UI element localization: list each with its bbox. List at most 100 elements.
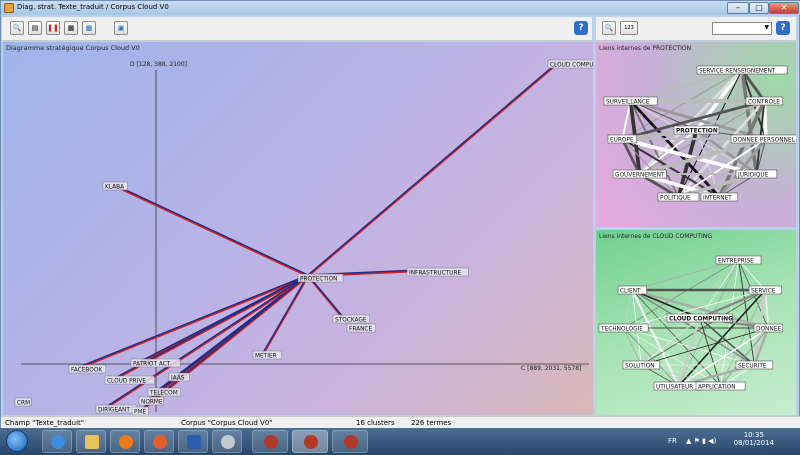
cloud-link-10 bbox=[623, 289, 633, 329]
title-bar[interactable]: Diag. strat. Texte_traduit / Corpus Clou… bbox=[1, 1, 800, 15]
cloud-node-cloud-computing[interactable]: CLOUD COMPUTING bbox=[666, 313, 733, 323]
cloud-node-technologie[interactable]: TECHNOLOGIE bbox=[598, 323, 649, 332]
protection-links-panel[interactable]: Liens internes de PROTECTION SERVICE REN… bbox=[596, 42, 796, 227]
pause-button[interactable]: ❚❚ bbox=[46, 21, 60, 35]
link-protection-pme bbox=[141, 274, 309, 410]
protection-node-surveillance[interactable]: SURVEILLANCE bbox=[603, 96, 658, 105]
node-box bbox=[696, 65, 788, 75]
protection-node-internet[interactable]: INTERNET bbox=[700, 192, 739, 201]
node-box bbox=[346, 323, 376, 333]
side-help-button[interactable]: ? bbox=[776, 21, 790, 35]
counter-button[interactable]: 123 bbox=[620, 21, 638, 35]
cloud-node-entreprise[interactable]: ENTREPRISE bbox=[715, 255, 762, 264]
node-box bbox=[138, 396, 164, 406]
node-box bbox=[617, 285, 647, 295]
node-label: CLIENT bbox=[620, 288, 641, 294]
node-norme[interactable]: NORME bbox=[138, 396, 164, 406]
cloud-link-0 bbox=[632, 259, 739, 291]
cloud-network-svg: Liens internes de CLOUD COMPUTING ENTREP… bbox=[598, 233, 783, 390]
zoom-button[interactable]: 🔍 bbox=[10, 21, 24, 35]
tray-icons[interactable]: ▲ ⚑ ▮ ◀) bbox=[686, 437, 717, 445]
node-label: SERVICE bbox=[751, 288, 776, 294]
side-zoom-button[interactable]: 🔍 bbox=[602, 21, 616, 35]
cloud-node-utilisateur[interactable]: UTILISATEUR bbox=[653, 381, 704, 390]
node-label: CLOUD COMPUT bbox=[550, 62, 593, 68]
node-klaba[interactable]: KLABA bbox=[102, 181, 128, 190]
link-protection-pme-highlight bbox=[141, 275, 309, 411]
node-telecom[interactable]: TELECOM bbox=[147, 387, 181, 396]
node-label: IAAS bbox=[171, 375, 185, 381]
node-box bbox=[622, 360, 661, 370]
protection-node-europe[interactable]: EUROPE bbox=[607, 134, 637, 143]
protection-node-controle[interactable]: CONTROLE bbox=[745, 96, 784, 105]
app-taskbar-icon-2[interactable] bbox=[292, 430, 328, 453]
cloud-link-5 bbox=[641, 259, 739, 366]
node-box bbox=[168, 372, 190, 382]
node-metier[interactable]: METIER bbox=[252, 350, 282, 359]
cloud-node-securite[interactable]: SECURITE bbox=[735, 360, 774, 369]
node-iaas[interactable]: IAAS bbox=[168, 372, 190, 382]
minimize-button[interactable]: – bbox=[727, 2, 749, 14]
node-box bbox=[130, 358, 181, 368]
node-label: DONNEE PERSONNEL bbox=[733, 137, 796, 143]
node-pme[interactable]: PME bbox=[131, 406, 149, 415]
protection-link-11 bbox=[621, 100, 632, 140]
node-patriot-act[interactable]: PATRIOT ACT bbox=[130, 358, 181, 368]
search-taskbar-icon[interactable] bbox=[212, 430, 242, 453]
protection-node-juridique[interactable]: JURIDIQUE bbox=[735, 169, 778, 178]
node-cloud-computing[interactable]: CLOUD COMPUT bbox=[547, 59, 593, 69]
close-button[interactable]: ✕ bbox=[769, 2, 799, 14]
node-facebook[interactable]: FACEBOOK bbox=[68, 364, 106, 373]
app-window: Diag. strat. Texte_traduit / Corpus Clou… bbox=[0, 0, 800, 429]
language-indicator[interactable]: FR bbox=[668, 437, 677, 445]
node-box bbox=[666, 313, 733, 323]
cloud-links-panel[interactable]: Liens internes de CLOUD COMPUTING ENTREP… bbox=[596, 230, 796, 415]
camera-button[interactable]: ▣ bbox=[114, 21, 128, 35]
node-cloud-prive[interactable]: CLOUD PRIVE bbox=[104, 375, 155, 384]
node-label: PROTECTION bbox=[676, 128, 718, 134]
start-button[interactable] bbox=[6, 430, 28, 452]
strategic-diagram[interactable]: Diagramme stratégique Corpus Cloud V0 D … bbox=[3, 42, 593, 415]
node-infrastructure[interactable]: INFRASTRUCTURE bbox=[406, 267, 469, 276]
app-taskbar-icon-3[interactable] bbox=[332, 430, 368, 453]
help-button[interactable]: ? bbox=[574, 21, 588, 35]
node-protection[interactable]: PROTECTION bbox=[297, 273, 344, 282]
cloud-node-service[interactable]: SERVICE bbox=[748, 285, 782, 294]
cloud-node-client[interactable]: CLIENT bbox=[617, 285, 647, 295]
layers-button[interactable]: ▤ bbox=[28, 21, 42, 35]
clock[interactable]: 10:35 08/01/2014 bbox=[734, 431, 774, 447]
word-taskbar-icon[interactable] bbox=[178, 430, 208, 453]
term-dropdown[interactable]: ▼ bbox=[712, 22, 772, 35]
firefox-taskbar-icon[interactable] bbox=[144, 430, 174, 453]
node-label: FACEBOOK bbox=[71, 367, 102, 373]
protection-node-politique[interactable]: POLITIQUE bbox=[657, 192, 700, 201]
chart-button[interactable]: ▩ bbox=[82, 21, 96, 35]
protection-link-10 bbox=[630, 100, 697, 131]
link-protection-dirigeant bbox=[105, 274, 309, 408]
protection-node-service-renseignement[interactable]: SERVICE RENSEIGNEMENT bbox=[696, 65, 788, 75]
node-label: JURIDIQUE bbox=[737, 172, 769, 178]
ie-taskbar-icon[interactable] bbox=[42, 430, 72, 453]
protection-link-17 bbox=[696, 100, 765, 131]
node-stockage[interactable]: STOCKAGE bbox=[332, 314, 370, 323]
cloud-link-23 bbox=[720, 289, 766, 387]
main-toolbar: 🔍 ▤ ❚❚ ▦ ▩ ▣ ? bbox=[2, 17, 592, 41]
app-taskbar-icon-1[interactable] bbox=[252, 430, 288, 453]
node-france[interactable]: FRANCE bbox=[346, 323, 376, 333]
protection-node-gouvernement[interactable]: GOUVERNEMENT bbox=[612, 169, 667, 178]
cloud-node-donnee[interactable]: DONNEE bbox=[753, 323, 783, 332]
protection-node-donnee-personnelle[interactable]: DONNEE PERSONNEL bbox=[730, 134, 796, 143]
node-box bbox=[547, 59, 593, 69]
maximize-button[interactable]: □ bbox=[749, 2, 769, 14]
media-taskbar-icon[interactable] bbox=[110, 430, 140, 453]
explorer-taskbar-icon[interactable] bbox=[76, 430, 106, 453]
node-dirigeant[interactable]: DIRIGEANT bbox=[95, 404, 138, 413]
export-button[interactable]: ▦ bbox=[64, 21, 78, 35]
cloud-link-20 bbox=[641, 289, 766, 366]
cloud-node-solution[interactable]: SOLUTION bbox=[622, 360, 661, 370]
side-toolbar: 🔍 123 ▼ ? bbox=[596, 17, 796, 41]
cloud-link-19 bbox=[764, 289, 770, 329]
cloud-node-application[interactable]: APPLICATION bbox=[695, 381, 746, 390]
node-crm[interactable]: CRM bbox=[14, 397, 32, 406]
protection-node-protection[interactable]: PROTECTION bbox=[673, 125, 720, 134]
